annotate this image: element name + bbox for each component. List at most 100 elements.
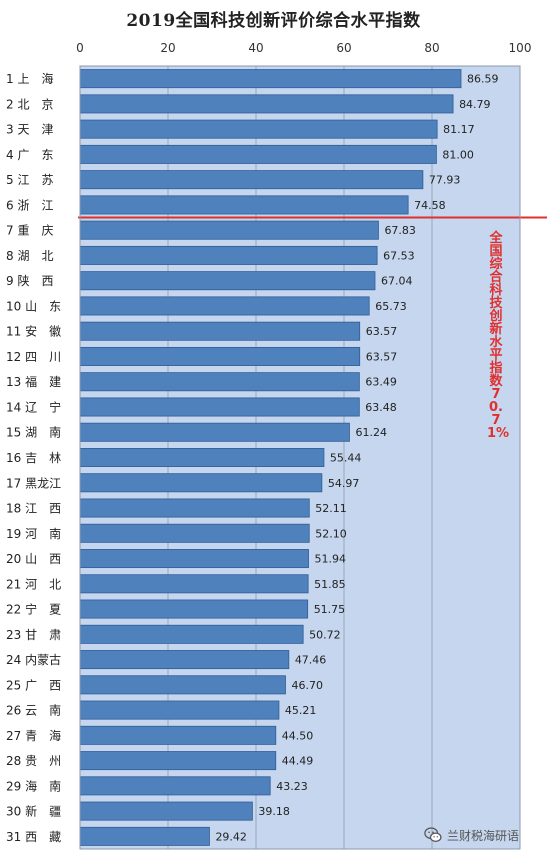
- bar: [79, 144, 437, 164]
- category-label: 8 湖 北: [6, 248, 53, 263]
- bar: [79, 473, 323, 493]
- bar: [79, 549, 309, 569]
- category-label: 18 江 西: [6, 502, 61, 516]
- bar-value-label: 45.21: [285, 704, 317, 717]
- bar-value-label: 44.50: [282, 729, 314, 742]
- category-label: 11 安 徽: [6, 324, 61, 339]
- bar-value-label: 46.70: [291, 679, 323, 692]
- bar: [79, 245, 378, 265]
- bar: [79, 776, 271, 796]
- category-label: 24 内蒙古: [6, 652, 61, 667]
- category-label: 5 江 苏: [6, 173, 53, 187]
- bar: [79, 170, 424, 190]
- bar-value-label: 63.57: [366, 325, 398, 338]
- bar-value-label: 81.00: [442, 148, 474, 161]
- category-label: 3 天 津: [6, 123, 53, 137]
- bar: [79, 624, 304, 644]
- bar: [79, 195, 409, 215]
- category-label: 27 青 海: [6, 728, 61, 743]
- bar: [79, 296, 370, 316]
- bar: [79, 94, 454, 114]
- bar: [79, 751, 277, 771]
- bar-value-label: 65.73: [375, 300, 407, 313]
- bar-value-label: 67.53: [383, 249, 415, 262]
- bar: [79, 422, 350, 442]
- category-label: 23 甘 肃: [6, 628, 61, 642]
- bar-value-label: 50.72: [309, 628, 341, 641]
- category-label: 29 海 南: [6, 778, 61, 793]
- bar-value-label: 51.85: [314, 578, 346, 591]
- bar-value-label: 74.58: [414, 199, 446, 212]
- bar-value-label: 51.94: [315, 553, 347, 566]
- x-tick-label: 0: [76, 41, 84, 55]
- bar-value-label: 43.23: [276, 780, 308, 793]
- bar: [79, 574, 309, 594]
- bar: [79, 826, 210, 846]
- bar-value-label: 86.59: [467, 73, 499, 86]
- bar-value-label: 39.18: [258, 805, 290, 818]
- reference-line-label: 全国综合科技创新水平指数70.71%: [487, 231, 510, 441]
- category-label: 26 云 南: [6, 703, 61, 718]
- category-label: 30 新 疆: [6, 804, 61, 819]
- bar-value-label: 51.75: [314, 603, 346, 616]
- bar-value-label: 55.44: [330, 452, 362, 465]
- bar: [79, 650, 290, 670]
- x-tick-label: 40: [248, 41, 263, 55]
- bar: [79, 675, 286, 695]
- bar-value-label: 67.04: [381, 275, 413, 288]
- category-label: 15 湖 南: [6, 425, 61, 440]
- bar: [79, 119, 438, 139]
- watermark-text: 兰财税海研语: [447, 828, 520, 843]
- bar-value-label: 44.49: [282, 755, 314, 768]
- bar-value-label: 67.83: [384, 224, 416, 237]
- bar: [79, 220, 379, 240]
- category-label: 13 福 建: [6, 374, 61, 389]
- bar: [79, 498, 310, 518]
- category-label: 4 广 东: [6, 148, 53, 162]
- category-label: 7 重 庆: [6, 224, 53, 238]
- bar: [79, 599, 309, 619]
- watermark: 兰财税海研语: [424, 826, 519, 844]
- bar-value-label: 54.97: [328, 477, 360, 490]
- bar: [79, 725, 277, 745]
- category-label: 6 浙 江: [6, 198, 53, 212]
- x-tick-label: 80: [424, 41, 439, 55]
- category-label: 1 上 海: [6, 71, 53, 86]
- bar-value-label: 81.17: [443, 123, 475, 136]
- bar: [79, 372, 360, 392]
- bar: [79, 397, 360, 417]
- category-label: 14 辽 宁: [6, 399, 61, 414]
- bar: [79, 271, 376, 291]
- category-label: 12 四 川: [6, 350, 61, 364]
- x-tick-label: 100: [509, 41, 532, 55]
- bar-value-label: 77.93: [429, 174, 461, 187]
- category-label: 22 宁 夏: [6, 602, 61, 617]
- x-tick-label: 60: [336, 41, 351, 55]
- category-label: 2 北 京: [6, 97, 53, 111]
- category-label: 21 河 北: [6, 577, 61, 591]
- bar-value-label: 52.10: [315, 527, 347, 540]
- bar-value-label: 63.49: [365, 376, 397, 389]
- bar: [79, 346, 361, 366]
- bar: [79, 69, 462, 89]
- bar-value-label: 47.46: [295, 654, 327, 667]
- category-label: 9 陕 西: [6, 273, 53, 288]
- category-label: 19 河 南: [6, 526, 61, 541]
- category-label: 25 广 西: [6, 678, 61, 692]
- x-tick-label: 20: [160, 41, 175, 55]
- wechat-icon: [424, 827, 442, 843]
- category-label: 16 吉 林: [6, 451, 61, 465]
- category-label: 28 贵 州: [6, 754, 61, 768]
- plot-border: [79, 65, 521, 850]
- bar-value-label: 63.48: [365, 401, 397, 414]
- bar: [79, 321, 361, 341]
- bar: [79, 448, 325, 467]
- bar: [79, 523, 310, 543]
- bar-value-label: 52.11: [315, 502, 347, 515]
- category-label: 31 西 藏: [6, 830, 61, 844]
- bar: [79, 700, 280, 720]
- bar-value-label: 84.79: [459, 98, 491, 111]
- category-label: 20 山 西: [6, 552, 61, 566]
- chart-title: 2019全国科技创新评价综合水平指数: [126, 11, 421, 31]
